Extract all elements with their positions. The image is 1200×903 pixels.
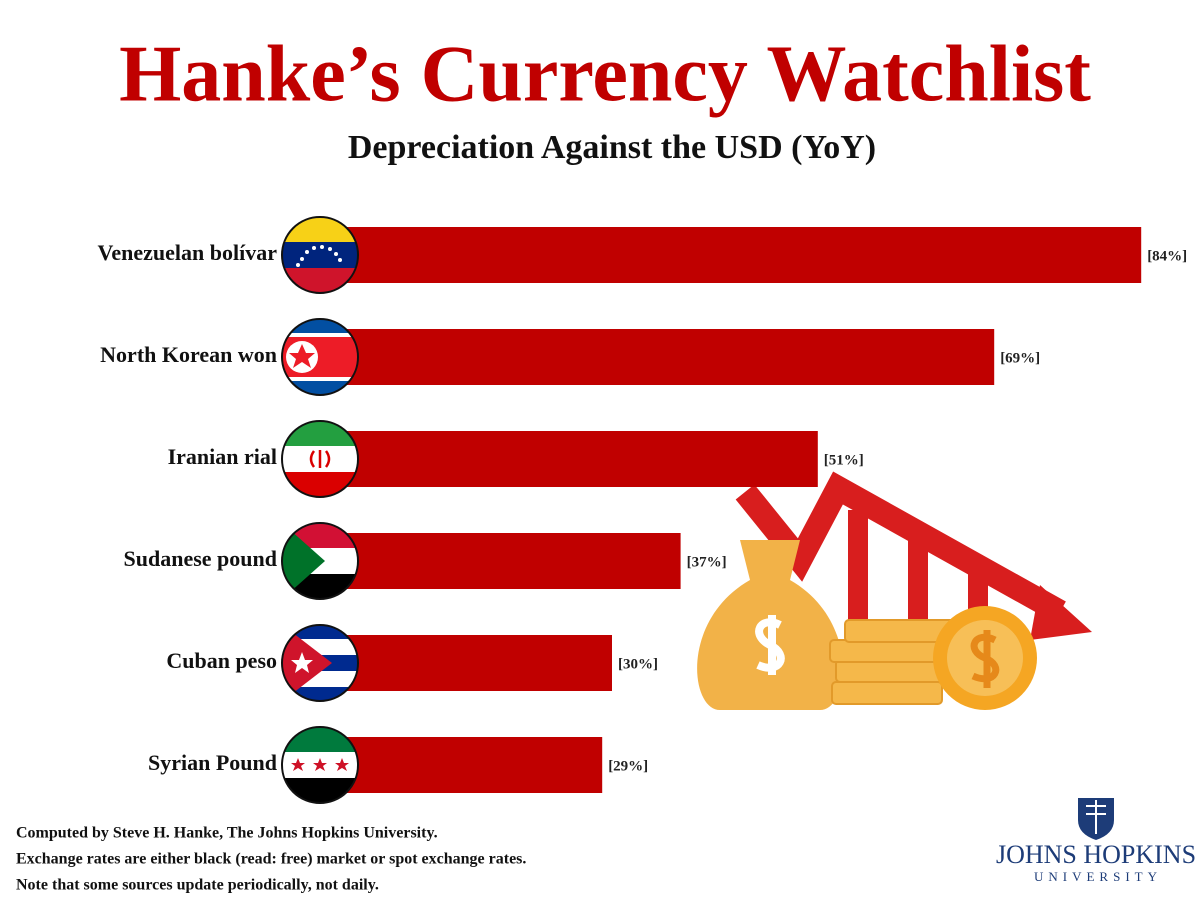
value-label: [30%] [618,656,658,672]
footnote: Exchange rates are either black (read: f… [16,851,526,868]
category-label: Iranian rial [168,444,277,469]
flag-cuba [281,624,359,702]
footnotes: Computed by Steve H. Hanke, The Johns Ho… [16,825,526,894]
bar [318,431,818,487]
chart-subtitle: Depreciation Against the USD (YoY) [348,129,876,166]
bars [318,227,1142,793]
value-label: [51%] [824,452,864,468]
bar [318,533,681,589]
bar [318,737,603,793]
flag-sudan [281,522,359,600]
category-label: Sudanese pound [124,546,277,571]
footnote: Computed by Steve H. Hanke, The Johns Ho… [16,825,438,842]
jhu-logo: JOHNS HOPKINS UNIVERSITY [996,798,1196,884]
flag-north-korea [281,318,359,396]
category-label: Cuban peso [166,648,277,673]
bar [318,329,995,385]
bar [318,635,612,691]
value-label: [37%] [687,554,727,570]
value-label: [29%] [608,758,648,774]
category-label: Syrian Pound [148,750,277,775]
logo-name: JOHNS HOPKINS [996,840,1196,869]
chart-title: Hanke’s Currency Watchlist [119,30,1091,118]
category-label: Venezuelan bolívar [98,240,278,265]
footnote: Note that some sources update periodical… [16,877,379,894]
value-label: [69%] [1000,350,1040,366]
logo-subname: UNIVERSITY [1034,869,1162,884]
bar [318,227,1142,283]
value-label: [84%] [1147,248,1187,264]
illustration [697,471,1092,710]
category-label: North Korean won [100,342,277,367]
